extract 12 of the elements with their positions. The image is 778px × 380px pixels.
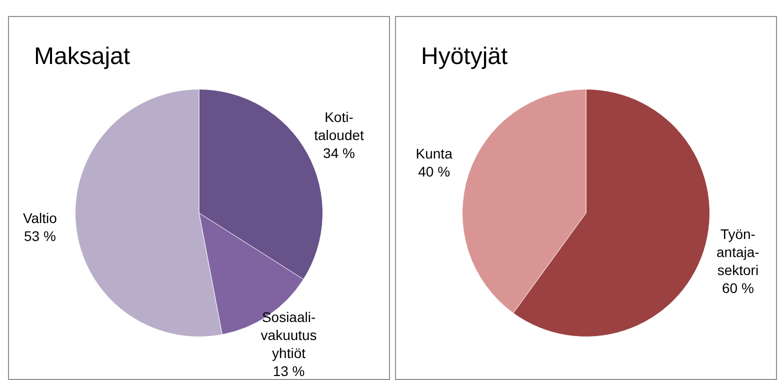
data-label: 53 % xyxy=(24,228,56,244)
slice-label: Koti-taloudet xyxy=(314,108,364,143)
data-label: 40 % xyxy=(418,163,450,180)
chart-title: Hyötyjät xyxy=(421,43,508,71)
slice-label: Valtio xyxy=(22,210,58,226)
slice-label: Kunta xyxy=(416,145,453,162)
slice-label: Sosiaali-vakuutus yhtiöt xyxy=(260,308,317,361)
data-label: 13 % xyxy=(272,362,305,379)
chart-title: Maksajat xyxy=(34,43,130,71)
data-label: 34 % xyxy=(323,144,355,161)
data-label: 60 % xyxy=(722,280,754,296)
slice-label: Työn-antaja-sektori xyxy=(716,226,760,278)
